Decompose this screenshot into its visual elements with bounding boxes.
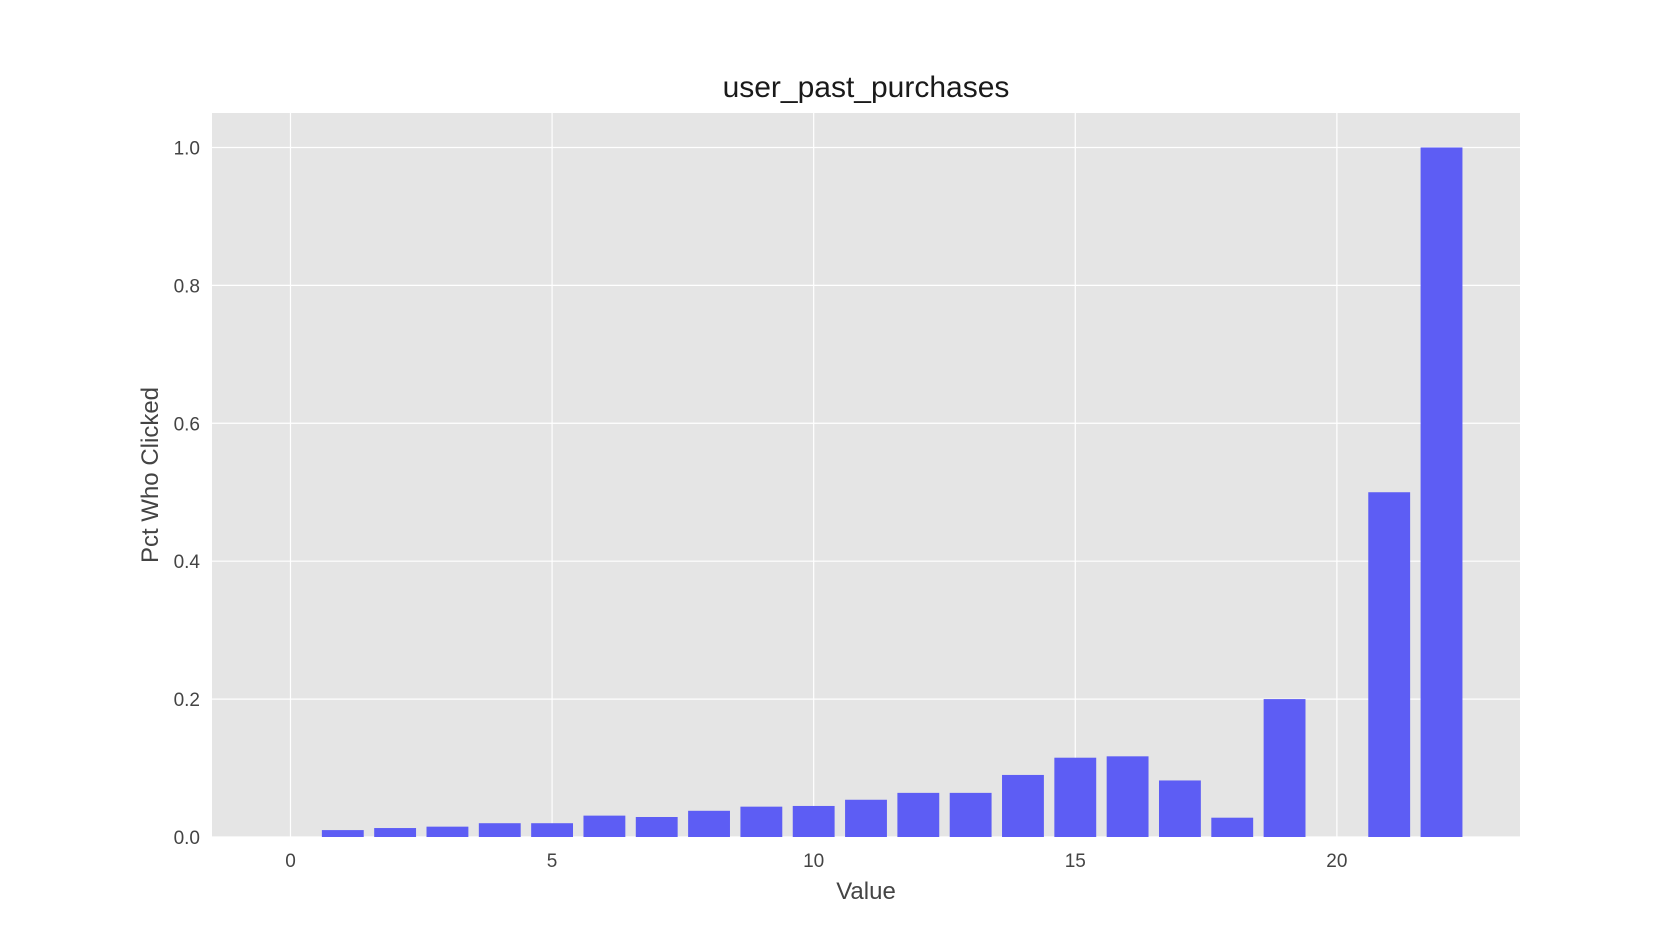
plot-area: [212, 113, 1520, 837]
x-axis-label: Value: [836, 878, 896, 905]
x-tick-label: 15: [1065, 851, 1086, 872]
bar-5: [531, 823, 574, 837]
bars: [321, 147, 1463, 837]
bar-15: [1054, 757, 1097, 837]
y-tick-label: 0.8: [174, 276, 200, 297]
bar-18: [1211, 817, 1254, 837]
bar-10: [792, 805, 835, 837]
y-axis-label: Pct Who Clicked: [137, 387, 164, 563]
y-tick-label: 0.4: [174, 552, 201, 573]
bar-9: [740, 806, 783, 837]
bar-3: [426, 826, 469, 837]
bar-2: [374, 828, 417, 837]
bar-8: [688, 810, 730, 837]
bar-13: [949, 792, 992, 837]
bar-14: [1002, 774, 1044, 837]
x-tick-label: 20: [1326, 851, 1347, 872]
y-axis-ticks: 0.0 0.2 0.4 0.6 0.8 1.0: [174, 138, 201, 849]
bar-22: [1420, 147, 1463, 837]
chart-title: user_past_purchases: [723, 71, 1010, 104]
bar-7: [635, 817, 678, 837]
y-tick-label: 1.0: [174, 138, 200, 159]
y-tick-label: 0.6: [174, 414, 200, 435]
x-tick-label: 0: [285, 851, 296, 872]
x-tick-label: 5: [547, 851, 558, 872]
y-tick-label: 0.2: [174, 690, 200, 711]
bar-1: [321, 830, 364, 837]
y-tick-label: 0.0: [174, 828, 200, 849]
bar-11: [845, 799, 887, 837]
bar-19: [1263, 699, 1306, 837]
bar-6: [583, 815, 626, 837]
bar-12: [897, 792, 940, 837]
bar-21: [1368, 492, 1411, 837]
x-tick-label: 10: [803, 851, 824, 872]
bar-4: [478, 823, 521, 837]
bar-17: [1158, 780, 1201, 837]
bar-16: [1106, 756, 1149, 837]
x-axis-ticks: 0 5 10 15 20: [285, 851, 1347, 872]
